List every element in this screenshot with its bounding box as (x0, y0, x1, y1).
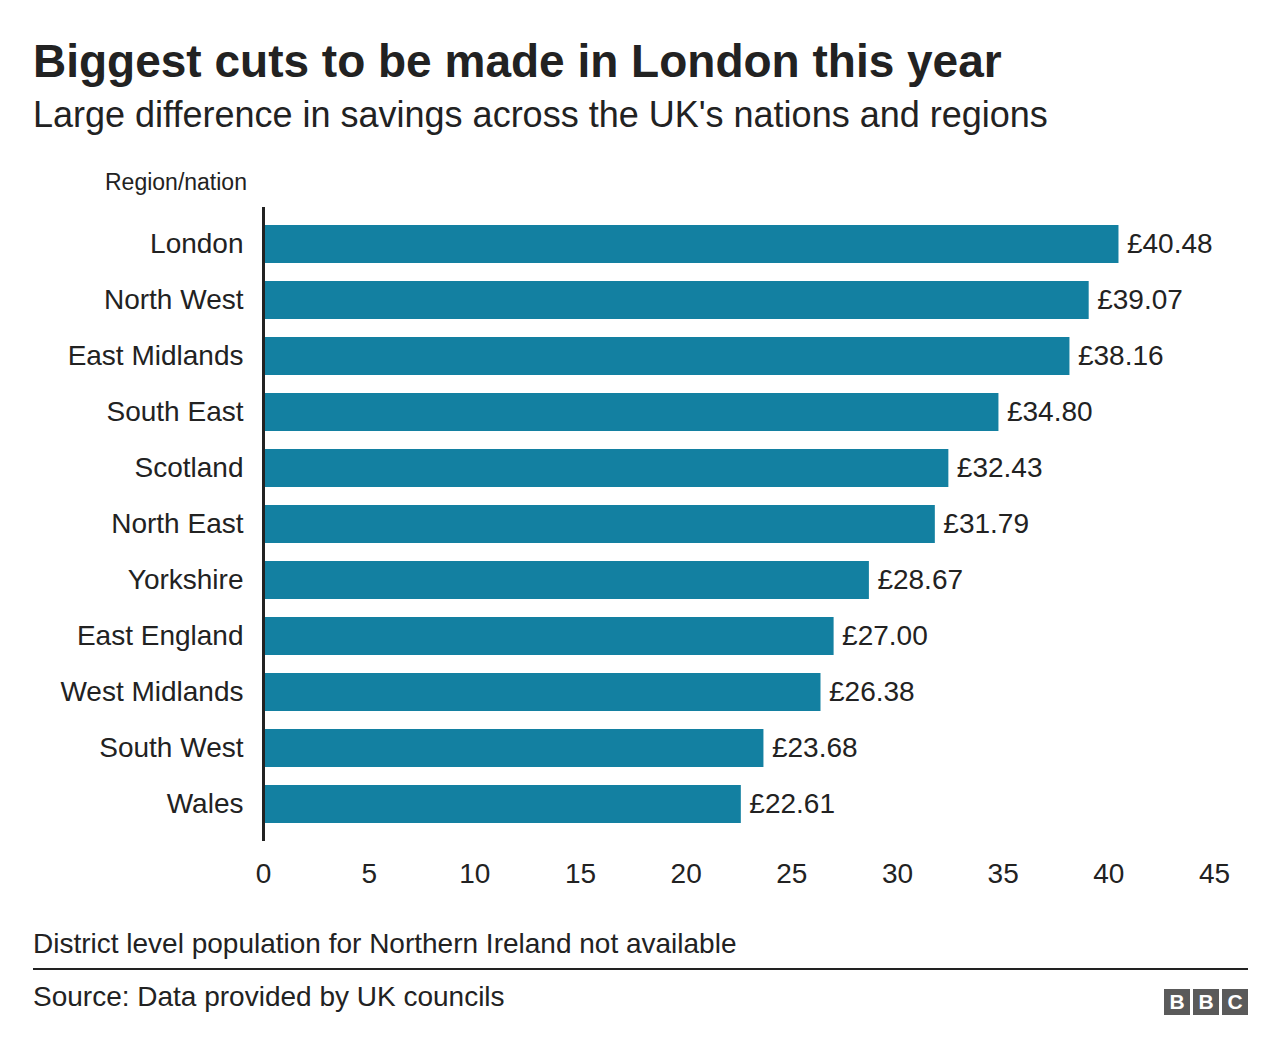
svg-text:London: London (150, 228, 243, 259)
html-text:Biggest cuts to be made in Lon: Biggest cuts to be made in London this y… (33, 35, 1002, 87)
svg-text:North West: North West (104, 284, 244, 315)
svg-text:Wales: Wales (167, 788, 244, 819)
svg-text:£27.00: £27.00 (842, 620, 928, 651)
svg-text:Scotland: Scotland (135, 452, 244, 483)
svg-text:£38.16: £38.16 (1078, 340, 1164, 371)
svg-text:West Midlands: West Midlands (60, 676, 243, 707)
svg-text:15: 15 (565, 858, 596, 889)
html-text:Region/nation: Region/nation (105, 169, 247, 195)
html-text:B: B (1198, 990, 1214, 1013)
svg-text:North East: North East (111, 508, 243, 539)
svg-text:East England: East England (77, 620, 244, 651)
svg-text:10: 10 (459, 858, 490, 889)
svg-text:£40.48: £40.48 (1127, 228, 1213, 259)
html-text:District level population for: District level population for Northern I… (33, 928, 737, 959)
svg-text:£28.67: £28.67 (877, 564, 963, 595)
svg-text:45: 45 (1199, 858, 1230, 889)
html-text:C: C (1227, 990, 1243, 1013)
svg-text:£23.68: £23.68 (772, 732, 858, 763)
svg-text:£26.38: £26.38 (829, 676, 915, 707)
html-text:Large difference in savings ac: Large difference in savings across the U… (33, 94, 1048, 135)
svg-text:East Midlands: East Midlands (68, 340, 244, 371)
svg-text:5: 5 (361, 858, 377, 889)
svg-text:South East: South East (107, 396, 244, 427)
html-text:B: B (1169, 990, 1185, 1013)
html-text:Source: Data provided by UK co: Source: Data provided by UK councils (33, 981, 505, 1012)
svg-text:£22.61: £22.61 (749, 788, 835, 819)
svg-text:South West: South West (99, 732, 243, 763)
svg-text:25: 25 (776, 858, 807, 889)
svg-text:Yorkshire: Yorkshire (128, 564, 244, 595)
svg-text:0: 0 (256, 858, 272, 889)
svg-text:£32.43: £32.43 (957, 452, 1043, 483)
svg-text:£34.80: £34.80 (1007, 396, 1093, 427)
svg-text:40: 40 (1093, 858, 1124, 889)
svg-text:35: 35 (988, 858, 1019, 889)
svg-text:30: 30 (882, 858, 913, 889)
svg-text:£39.07: £39.07 (1097, 284, 1183, 315)
svg-text:20: 20 (671, 858, 702, 889)
svg-text:£31.79: £31.79 (943, 508, 1029, 539)
